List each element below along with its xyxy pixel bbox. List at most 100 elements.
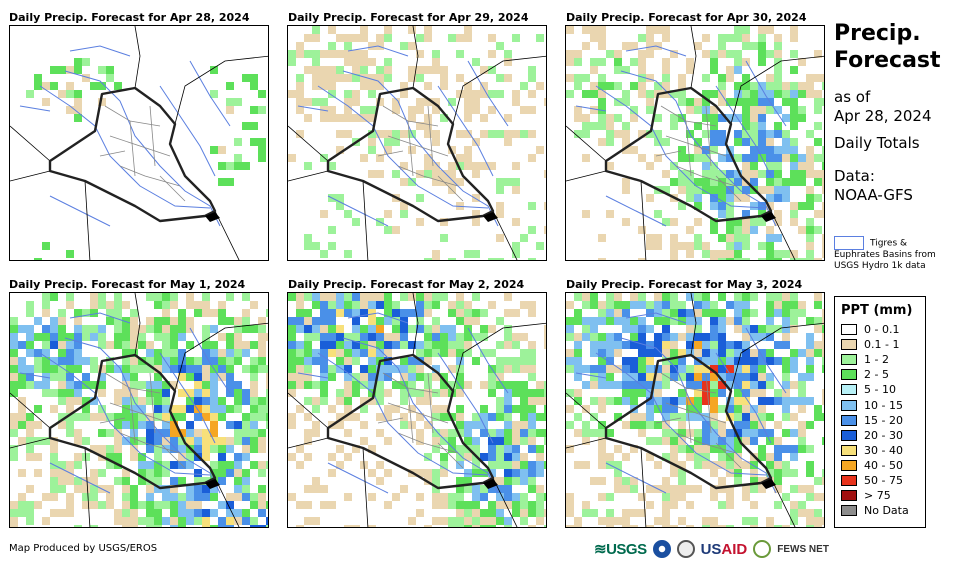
legend-label: 0.1 - 1 xyxy=(864,338,900,352)
legend-swatch xyxy=(841,354,857,366)
map-canvas xyxy=(10,293,268,527)
legend-label: 50 - 75 xyxy=(864,473,903,487)
panel-title-3: Daily Precip. Forecast for Apr 30, 2024 xyxy=(566,11,807,24)
map-canvas xyxy=(288,293,546,527)
gulf-coast xyxy=(205,212,220,222)
usaid-us: US xyxy=(700,540,722,558)
admin-boundaries xyxy=(655,372,742,469)
gulf-coast xyxy=(205,479,220,489)
legend-item: 40 - 50 xyxy=(841,458,921,473)
country-boundaries xyxy=(288,293,546,527)
legend-item: No Data xyxy=(841,503,921,518)
noaa-logo-icon xyxy=(652,540,671,558)
admin-boundaries xyxy=(99,372,186,469)
basin-note-2: Euphrates Basins from xyxy=(834,250,936,260)
forecast-map-6 xyxy=(565,292,825,528)
legend-item: 1 - 2 xyxy=(841,352,921,367)
iraq-outline xyxy=(48,353,217,490)
usaid-logo: USAID xyxy=(701,541,748,558)
country-boundaries xyxy=(288,26,546,260)
iraq-outline xyxy=(604,86,773,223)
rivers-basins xyxy=(575,45,787,227)
forecast-map-3 xyxy=(565,25,825,261)
legend-label: 2 - 5 xyxy=(864,368,889,382)
admin-boundaries xyxy=(99,105,186,202)
map-canvas xyxy=(566,26,824,260)
legend-swatch xyxy=(841,399,857,411)
legend-swatch xyxy=(841,474,857,486)
map-canvas xyxy=(288,26,546,260)
usgs-logo: ≋USGS xyxy=(594,541,647,558)
legend-item: 10 - 15 xyxy=(841,397,921,412)
panel-title-4: Daily Precip. Forecast for May 1, 2024 xyxy=(9,278,246,291)
logo-strip: ≋USGS USAID FEWS NET xyxy=(594,538,829,560)
iraq-outline xyxy=(326,86,495,223)
main-title-line1: Precip. xyxy=(834,21,921,46)
gulf-coast xyxy=(483,212,498,222)
forecast-map-2 xyxy=(287,25,547,261)
legend-item: 15 - 20 xyxy=(841,413,921,428)
basin-swatch xyxy=(834,236,864,250)
legend-label: > 75 xyxy=(864,489,891,503)
legend-swatch xyxy=(841,505,857,517)
legend-label: 1 - 2 xyxy=(864,353,889,367)
legend-swatch xyxy=(841,339,857,351)
legend-title: PPT (mm) xyxy=(841,303,913,318)
map-canvas xyxy=(10,26,268,260)
fews-globe-icon xyxy=(753,540,772,558)
country-boundaries xyxy=(10,293,268,527)
admin-boundaries xyxy=(377,372,464,469)
fews-net-logo: FEWS NET xyxy=(777,543,829,555)
legend-swatch xyxy=(841,459,857,471)
iraq-outline xyxy=(604,353,773,490)
legend-swatch xyxy=(841,414,857,426)
legend-swatch xyxy=(841,429,857,441)
totals-label: Daily Totals xyxy=(834,134,920,152)
state-seal-icon xyxy=(676,540,695,558)
rivers-basins xyxy=(297,312,509,494)
admin-boundaries xyxy=(377,105,464,202)
map-canvas xyxy=(566,293,824,527)
legend-item: 0.1 - 1 xyxy=(841,337,921,352)
data-label: Data: xyxy=(834,167,875,185)
main-title-line2: Forecast xyxy=(834,48,941,73)
legend-label: 15 - 20 xyxy=(864,413,903,427)
panel-title-2: Daily Precip. Forecast for Apr 29, 2024 xyxy=(288,11,529,24)
basin-note-3: USGS Hydro 1k data xyxy=(834,261,926,271)
iraq-outline xyxy=(326,353,495,490)
legend-label: 20 - 30 xyxy=(864,428,903,442)
legend-swatch xyxy=(841,324,857,336)
forecast-map-4 xyxy=(9,292,269,528)
rivers-basins xyxy=(19,45,231,227)
precip-grid xyxy=(26,58,266,260)
legend-label: No Data xyxy=(864,504,909,518)
forecast-map-5 xyxy=(287,292,547,528)
panel-title-5: Daily Precip. Forecast for May 2, 2024 xyxy=(288,278,525,291)
legend-label: 5 - 10 xyxy=(864,383,896,397)
gulf-coast xyxy=(761,479,776,489)
precip-grid xyxy=(288,293,546,527)
side-info: Precip. Forecast as of Apr 28, 2024 Dail… xyxy=(834,20,964,205)
country-boundaries xyxy=(566,293,824,527)
legend-item: > 75 xyxy=(841,488,921,503)
legend-item: 30 - 40 xyxy=(841,443,921,458)
legend-swatch xyxy=(841,444,857,456)
precip-grid xyxy=(566,26,824,260)
panel-title-1: Daily Precip. Forecast for Apr 28, 2024 xyxy=(9,11,250,24)
usaid-aid: AID xyxy=(721,540,748,558)
legend-label: 40 - 50 xyxy=(864,458,903,472)
rivers-basins xyxy=(19,312,231,494)
legend-item: 5 - 10 xyxy=(841,382,921,397)
legend-item: 2 - 5 xyxy=(841,367,921,382)
legend-item: 20 - 30 xyxy=(841,428,921,443)
as-of-date: Apr 28, 2024 xyxy=(834,107,932,125)
gulf-coast xyxy=(761,212,776,222)
credit-text: Map Produced by USGS/EROS xyxy=(9,543,158,554)
legend-item: 0 - 0.1 xyxy=(841,322,921,337)
forecast-map-1 xyxy=(9,25,269,261)
country-boundaries xyxy=(566,26,824,260)
rivers-basins xyxy=(297,45,509,227)
panel-title-6: Daily Precip. Forecast for May 3, 2024 xyxy=(566,278,803,291)
legend-label: 10 - 15 xyxy=(864,398,903,412)
